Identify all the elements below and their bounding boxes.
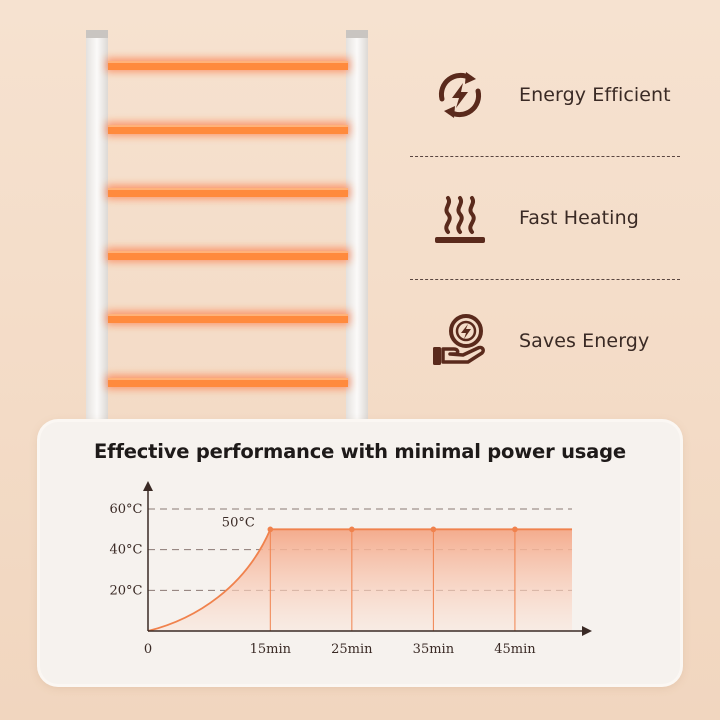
hand-energy-icon — [433, 314, 485, 365]
feature-list: Energy Efficient Fast Heating Saves Ener… — [410, 50, 682, 386]
rack-left-post — [86, 30, 108, 422]
feature-label-saves-energy: Saves Energy — [519, 330, 650, 352]
rack-right-post — [346, 30, 368, 422]
towel-rack-drawing — [86, 30, 368, 422]
chart-title: Effective performance with minimal power… — [94, 440, 626, 463]
heating-bar — [108, 125, 348, 134]
performance-chart-panel: Effective performance with minimal power… — [40, 422, 680, 684]
heating-bar — [108, 188, 348, 197]
heating-bar — [108, 61, 348, 70]
heating-bar — [108, 314, 348, 323]
feature-saves-energy: Saves Energy — [410, 296, 682, 386]
feature-label-fast-heating: Fast Heating — [519, 207, 639, 229]
feature-energy-efficient: Energy Efficient — [410, 50, 682, 140]
feature-divider — [410, 156, 680, 157]
heat-waves-icon — [435, 196, 485, 243]
towel-rack-illustration — [86, 30, 376, 422]
energy-cycle-icon — [438, 72, 482, 118]
heating-bar — [108, 251, 348, 260]
feature-divider — [410, 279, 680, 280]
heating-bar — [108, 378, 348, 387]
feature-fast-heating: Fast Heating — [410, 173, 682, 263]
feature-label-energy-efficient: Energy Efficient — [519, 84, 671, 106]
